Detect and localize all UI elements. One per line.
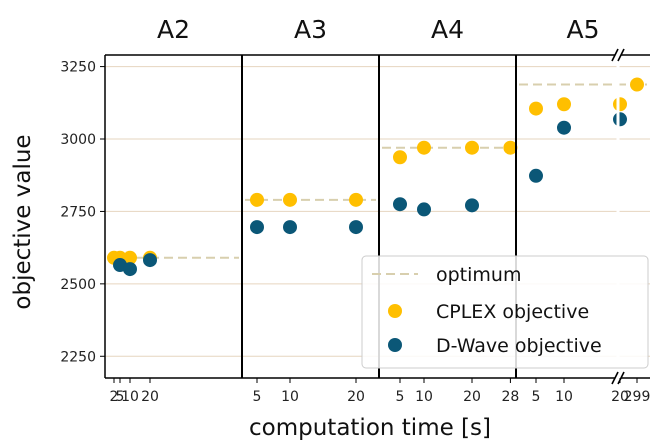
legend-dwave-label: D-Wave objective [436,335,602,357]
legend-cplex-swatch [388,304,402,318]
legend: optimum CPLEX objective D-Wave objective [361,255,649,369]
axis-break [611,48,625,385]
x-tick-label: 299 [624,389,651,405]
dwave-point [143,253,157,268]
x-tick-label: 5 [532,389,541,405]
panel-title-a5: A5 [566,15,599,44]
x-tick-label: 10 [555,389,573,405]
dwave-point [250,220,264,235]
x-tick-label: 20 [347,389,365,405]
points-layer [107,77,644,277]
break-mark [611,371,619,385]
y-axis-ticks: 2250 2500 2750 3000 3250 [60,60,105,365]
cplex-point [283,192,297,207]
x-axis-label: computation time [s] [249,415,491,441]
dwave-point [283,220,297,235]
y-tick-label: 3250 [60,60,96,76]
x-tick-label: 28 [501,389,519,405]
dwave-point [417,202,431,217]
break-gap-bottom [615,374,621,382]
x-tick-label: 10 [281,389,299,405]
dwave-point [393,197,407,212]
dwave-point [529,168,543,183]
y-axis-label: objective value [10,134,36,309]
dwave-point [557,120,571,135]
dwave-point [349,220,363,235]
x-tick-label: 5 [396,389,405,405]
x-tick-label: 2 [110,389,119,405]
break-mark [617,48,625,62]
cplex-point [123,250,137,265]
panel-title-a2: A2 [157,15,190,44]
x-tick-label: 20 [463,389,481,405]
cplex-point [393,150,407,165]
break-mark [611,48,619,62]
y-tick-label: 2250 [60,349,96,365]
x-tick-label: 5 [116,389,125,405]
break-gap-top [615,51,621,59]
cplex-point [613,97,627,112]
cplex-point [529,101,543,116]
cplex-point [250,192,264,207]
cplex-point [503,140,518,155]
dwave-point [123,262,137,277]
panel-titles: A2 A3 A4 A5 [157,15,600,44]
x-tick-label: 20 [141,389,159,405]
dwave-point [465,198,479,213]
cplex-point [465,140,479,155]
legend-optimum-label: optimum [436,264,521,286]
cplex-point [417,140,431,155]
panel-title-a4: A4 [431,15,464,44]
y-tick-label: 3000 [60,132,96,148]
y-tick-label: 2750 [60,204,96,220]
break-gap-plot [616,59,620,374]
y-tick-label: 2500 [60,277,96,293]
legend-dwave-swatch [388,338,402,352]
cplex-point [557,97,571,112]
legend-cplex-label: CPLEX objective [436,301,589,323]
x-tick-label: 20 [611,389,629,405]
x-tick-label: 10 [415,389,433,405]
x-tick-label: 5 [253,389,262,405]
cplex-point [630,77,644,92]
cplex-point [349,192,363,207]
dwave-point [613,112,627,127]
panel-title-a3: A3 [294,15,327,44]
legend-box [361,255,649,369]
break-mark [617,371,625,385]
x-tick-label: 10 [121,389,139,405]
